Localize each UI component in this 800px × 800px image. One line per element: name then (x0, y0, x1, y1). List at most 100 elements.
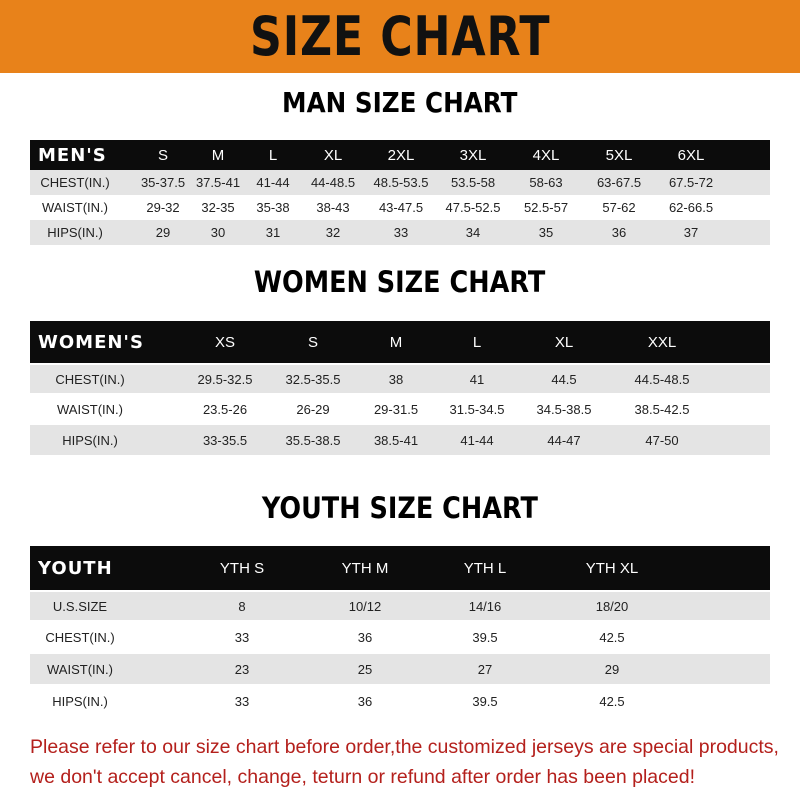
women-title: WOMEN SIZE CHART (0, 265, 800, 299)
measurement-cell: 38-43 (316, 200, 350, 215)
table-row: U.S.SIZE 8 10/12 14/16 18/20 (30, 592, 770, 620)
row-label: HIPS(IN.) (47, 225, 103, 240)
measurement-cell: 33 (393, 225, 409, 240)
women-size-table: WOMEN'S XS S M L XL XXL CHEST(IN.) 29.5-32.5 32.5… (30, 321, 770, 455)
size-column-header: YTH XL (585, 559, 639, 577)
measurement-cell: 38 (388, 371, 404, 387)
table-row: CHEST(IN.) 29.5-32.5 32.5-35.5 38 41 44.5 44.5… (30, 365, 770, 393)
measurement-cell: 53.5-58 (450, 175, 496, 190)
measurement-cell: 26-29 (296, 401, 330, 417)
measurement-cell: 35-38 (256, 200, 290, 215)
measurement-cell: 14/16 (468, 598, 502, 614)
measurement-cell: 29-31.5 (373, 401, 419, 417)
row-label: HIPS(IN.) (62, 432, 118, 448)
measurement-cell: 32 (325, 225, 341, 240)
table-header-row: YOUTH YTH S YTH M YTH L YTH XL (30, 546, 770, 590)
measurement-cell: 33 (234, 693, 250, 709)
size-column-header: 4XL (532, 146, 560, 164)
row-label: CHEST(IN.) (45, 629, 115, 645)
size-column-header: M (211, 146, 225, 164)
measurement-cell: 41-44 (460, 432, 494, 448)
men-title: MAN SIZE CHART (0, 86, 800, 119)
women-title-text: WOMEN SIZE CHART (254, 265, 546, 299)
measurement-cell: 29 (155, 225, 171, 240)
table-row: HIPS(IN.) 29 30 31 32 33 34 35 36 37 (30, 220, 770, 245)
measurement-cell: 39.5 (472, 693, 498, 709)
measurement-cell: 34.5-38.5 (536, 401, 592, 417)
measurement-cell: 18/20 (595, 598, 629, 614)
row-label: WAIST(IN.) (57, 401, 123, 417)
table-row: HIPS(IN.) 33 36 39.5 42.5 (30, 686, 770, 716)
measurement-cell: 29-32 (146, 200, 180, 215)
measurement-cell: 35-37.5 (140, 175, 186, 190)
table-header-label: YOUTH (38, 557, 113, 579)
measurement-cell: 33 (234, 629, 250, 645)
measurement-cell: 32-35 (201, 200, 235, 215)
order-notice: Please refer to our size chart before or… (30, 732, 790, 792)
men-title-text: MAN SIZE CHART (282, 86, 518, 119)
table-row: CHEST(IN.) 35-37.5 37.5-41 41-44 44-48.5 48.5… (30, 170, 770, 195)
size-column-header: XXL (647, 333, 677, 351)
measurement-cell: 44-47 (547, 432, 581, 448)
table-row: HIPS(IN.) 33-35.5 35.5-38.5 38.5-41 41-44 44-… (30, 425, 770, 455)
row-label: WAIST(IN.) (42, 200, 108, 215)
measurement-cell: 37.5-41 (195, 175, 241, 190)
size-chart-banner: SIZE CHART (0, 0, 800, 73)
size-column-header: S (307, 333, 319, 351)
table-row: WAIST(IN.) 23 25 27 29 (30, 654, 770, 684)
measurement-cell: 27 (477, 661, 493, 677)
measurement-cell: 63-67.5 (596, 175, 642, 190)
size-column-header: XS (214, 333, 236, 351)
row-label: CHEST(IN.) (40, 175, 110, 190)
measurement-cell: 42.5 (599, 693, 625, 709)
measurement-cell: 29.5-32.5 (197, 371, 253, 387)
measurement-cell: 36 (611, 225, 627, 240)
size-column-header: L (472, 333, 482, 351)
measurement-cell: 10/12 (348, 598, 382, 614)
measurement-cell: 41 (469, 371, 485, 387)
size-column-header: YTH L (463, 559, 507, 577)
measurement-cell: 23 (234, 661, 250, 677)
measurement-cell: 34 (465, 225, 481, 240)
measurement-cell: 42.5 (599, 629, 625, 645)
size-column-header: M (389, 333, 403, 351)
size-column-header: XL (554, 333, 574, 351)
table-header-row: WOMEN'S XS S M L XL XXL (30, 321, 770, 363)
measurement-cell: 38.5-41 (373, 432, 419, 448)
size-column-header: S (157, 146, 169, 164)
measurement-cell: 43-47.5 (378, 200, 424, 215)
measurement-cell: 25 (357, 661, 373, 677)
notice-line-1: Please refer to our size chart before or… (30, 736, 779, 758)
size-column-header: 2XL (387, 146, 415, 164)
measurement-cell: 67.5-72 (668, 175, 714, 190)
measurement-cell: 47-50 (645, 432, 679, 448)
measurement-cell: 58-63 (529, 175, 563, 190)
size-column-header: 6XL (677, 146, 705, 164)
measurement-cell: 38.5-42.5 (634, 401, 690, 417)
measurement-cell: 57-62 (602, 200, 636, 215)
youth-title: YOUTH SIZE CHART (0, 491, 800, 525)
measurement-cell: 31.5-34.5 (449, 401, 505, 417)
men-size-table: MEN'S S M L XL 2XL 3XL 4XL 5XL 6XL CHEST(IN.) 35-37… (30, 140, 770, 245)
measurement-cell: 39.5 (472, 629, 498, 645)
notice-line-2: we don't accept cancel, change, teturn o… (30, 766, 695, 788)
size-column-header: 3XL (459, 146, 487, 164)
table-row: WAIST(IN.) 29-32 32-35 35-38 38-43 43-47.5 47.… (30, 195, 770, 220)
measurement-cell: 32.5-35.5 (285, 371, 341, 387)
size-column-header: 5XL (605, 146, 633, 164)
size-column-header: YTH S (219, 559, 265, 577)
measurement-cell: 35.5-38.5 (285, 432, 341, 448)
size-column-header: XL (323, 146, 343, 164)
table-header-label: WOMEN'S (38, 331, 144, 353)
table-row: WAIST(IN.) 23.5-26 26-29 29-31.5 31.5-34.5 34… (30, 395, 770, 423)
row-label: U.S.SIZE (52, 598, 108, 614)
measurement-cell: 44-48.5 (310, 175, 356, 190)
measurement-cell: 37 (683, 225, 699, 240)
measurement-cell: 44.5 (551, 371, 577, 387)
measurement-cell: 33-35.5 (202, 432, 248, 448)
measurement-cell: 36 (357, 629, 373, 645)
measurement-cell: 29 (604, 661, 620, 677)
youth-title-text: YOUTH SIZE CHART (261, 491, 539, 525)
size-column-header: L (268, 146, 278, 164)
measurement-cell: 30 (210, 225, 226, 240)
